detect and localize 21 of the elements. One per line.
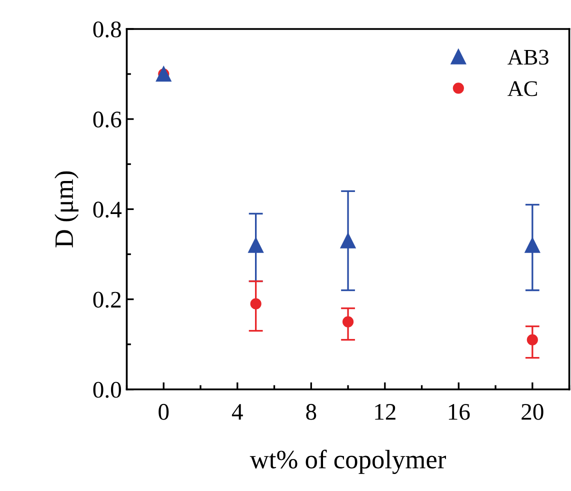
- point: [248, 238, 264, 253]
- point: [340, 233, 356, 248]
- x-tick-label: 4: [232, 404, 243, 420]
- x-tick-label: 8: [306, 404, 316, 420]
- y-tick-label: 0.2: [93, 292, 121, 308]
- point: [524, 238, 540, 253]
- y-tick-label: 0.8: [93, 21, 121, 38]
- legend-label: AC: [508, 81, 537, 96]
- x-tick-label: 12: [375, 404, 396, 420]
- point: [342, 316, 354, 328]
- x-tick-label: 0: [158, 404, 169, 420]
- x-axis-title: wt% of copolymer: [250, 450, 446, 474]
- point: [526, 334, 538, 346]
- y-tick-label: 0.6: [93, 112, 122, 128]
- y-tick-label: 0.0: [93, 382, 121, 398]
- x-tick-label: 16: [448, 404, 470, 420]
- point: [250, 298, 262, 310]
- y-tick-label: 0.4: [93, 202, 122, 218]
- legend-label: AB3: [508, 50, 548, 65]
- x-tick-label: 20: [522, 404, 544, 420]
- y-axis-title: D (μm): [54, 171, 78, 248]
